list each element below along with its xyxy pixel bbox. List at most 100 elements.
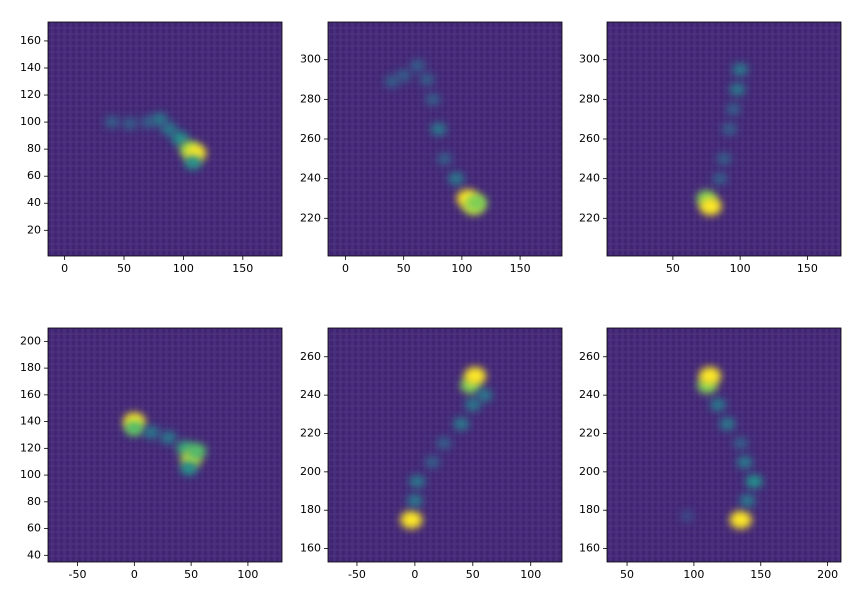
x-tick-label: 50 [666, 262, 680, 275]
x-tick-label: 100 [520, 568, 541, 581]
y-tick-label: 240 [300, 388, 321, 401]
y-tick-label: 120 [20, 441, 41, 454]
heat-spot [712, 172, 728, 185]
plot-frame [606, 327, 842, 563]
heat-spot [180, 461, 198, 476]
y-tick-label: 200 [300, 465, 321, 478]
plot-frame [47, 21, 283, 257]
x-tick-label: 50 [466, 568, 480, 581]
heat-spot [745, 474, 763, 489]
y-tick-label: 120 [20, 88, 41, 101]
x-tick-label: 50 [184, 568, 198, 581]
heat-spot [699, 197, 722, 216]
subplot: 50 100 150 200 160 180 200 220 240 260 [579, 327, 842, 581]
heat-spot [464, 366, 487, 385]
plot-background [607, 328, 841, 562]
x-tick-label: 50 [397, 262, 411, 275]
heat-spot [160, 431, 177, 445]
x-tick-label: 0 [131, 568, 138, 581]
y-tick-label: 60 [27, 169, 41, 182]
y-tick-label: 220 [300, 211, 321, 224]
y-tick-label: 80 [27, 495, 41, 508]
y-tick-label: 140 [20, 415, 41, 428]
x-tick-label: 50 [117, 262, 131, 275]
heat-spot [733, 436, 749, 450]
heat-spot [732, 62, 749, 77]
heat-spot [709, 398, 726, 412]
plot-frame [47, 327, 283, 563]
y-tick-label: 240 [579, 172, 600, 185]
x-tick-label: 0 [61, 262, 68, 275]
heat-spot [739, 494, 756, 508]
heat-spot [184, 155, 202, 170]
y-tick-label: 140 [20, 61, 41, 74]
plot-background [328, 22, 562, 256]
y-tick-label: 160 [20, 388, 41, 401]
y-tick-label: 80 [27, 142, 41, 155]
heat-spot [122, 117, 138, 130]
y-tick-label: 260 [579, 132, 600, 145]
heat-spot [384, 75, 400, 88]
heat-spot [161, 122, 178, 136]
y-tick-label: 300 [579, 53, 600, 66]
y-tick-label: 40 [27, 548, 41, 561]
heat-spot [425, 93, 441, 106]
y-tick-label: 260 [579, 350, 600, 363]
subplot: 0 50 100 150 220 240 260 280 300 [300, 21, 563, 275]
subplot: 50 100 150 220 240 260 280 300 [579, 21, 842, 275]
y-tick-label: 220 [579, 211, 600, 224]
x-tick-label: 0 [342, 262, 349, 275]
heat-spot [151, 112, 168, 126]
x-tick-label: 100 [451, 262, 472, 275]
y-tick-label: 300 [300, 53, 321, 66]
x-tick-label: 50 [620, 568, 634, 581]
heat-spot [419, 73, 435, 86]
heat-spot [436, 436, 452, 450]
heat-spot [476, 388, 493, 402]
y-tick-label: 260 [300, 350, 321, 363]
heat-spot [698, 366, 721, 385]
heat-spot [736, 455, 753, 469]
y-tick-label: 220 [579, 426, 600, 439]
y-tick-label: 200 [20, 334, 41, 347]
x-tick-label: 0 [411, 568, 418, 581]
y-tick-label: 220 [300, 426, 321, 439]
y-tick-label: 160 [20, 34, 41, 47]
x-tick-label: 200 [817, 568, 838, 581]
heat-spot [436, 152, 452, 166]
x-tick-label: 150 [510, 262, 531, 275]
heat-spot [467, 194, 488, 211]
heat-spot [187, 443, 207, 459]
x-tick-label: -50 [69, 568, 87, 581]
plot-area [123, 412, 207, 476]
heat-spot [729, 82, 746, 97]
heat-spot [448, 172, 465, 186]
plot-background [48, 328, 282, 562]
heat-spot [406, 494, 423, 508]
x-tick-label: 100 [237, 568, 258, 581]
y-tick-label: 200 [579, 465, 600, 478]
heat-spot [424, 456, 440, 469]
plot-area [696, 62, 749, 216]
heat-spot [143, 425, 160, 439]
heat-spot [721, 122, 737, 136]
plot-background [48, 22, 282, 256]
heat-spot [104, 115, 120, 129]
heat-spot [725, 103, 741, 116]
x-tick-label: 100 [730, 262, 751, 275]
heat-spot [140, 115, 156, 129]
y-tick-label: 280 [300, 92, 321, 105]
plot-area [400, 366, 493, 529]
plot-area [384, 59, 488, 216]
heat-spot [453, 417, 470, 431]
plot-area [104, 112, 207, 170]
heat-spot [464, 398, 481, 412]
y-tick-label: 100 [20, 468, 41, 481]
x-tick-label: 100 [683, 568, 704, 581]
subplot: -50 0 50 100 160 180 200 220 240 260 [300, 327, 563, 581]
heat-spot [716, 152, 732, 166]
plot-frame [327, 327, 563, 563]
subplot: 0 50 100 150 20 40 60 80 100 120 140 160 [20, 21, 283, 275]
